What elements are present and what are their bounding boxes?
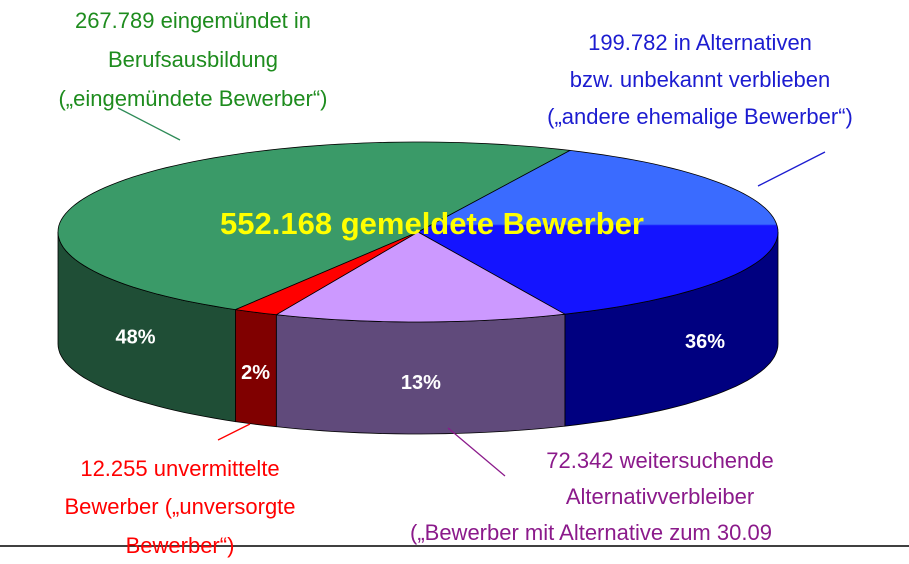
leader-line xyxy=(217,423,251,441)
value-label: 13% xyxy=(401,372,441,394)
callout-label: Bewerber“) xyxy=(126,533,235,558)
callout-label: 267.789 eingemündet in xyxy=(75,8,311,33)
slice-top xyxy=(417,149,779,315)
chart-title: 552.168 gemeldete Bewerber xyxy=(220,206,644,241)
slice-top xyxy=(234,231,419,316)
callout-label: bzw. unbekannt verblieben xyxy=(570,67,831,92)
callout-label: („andere ehemalige Bewerber“) xyxy=(547,104,853,129)
leader-line xyxy=(447,427,506,477)
pie xyxy=(57,141,779,435)
value-label: 48% xyxy=(116,327,156,349)
slice-top xyxy=(57,141,572,311)
callout-label: 12.255 unvermittelte xyxy=(80,456,279,481)
callout-label: 199.782 in Alternativen xyxy=(588,30,812,55)
slice-top xyxy=(275,231,567,323)
callout-label: („Bewerber mit Alternative zum 30.09 xyxy=(410,520,772,545)
callout-label: Alternativverbleiber xyxy=(566,484,754,509)
value-label: 2% xyxy=(241,362,270,384)
leader-line xyxy=(117,107,181,141)
callout-label: Berufsausbildung xyxy=(108,47,278,72)
callout-label: („eingemündete Bewerber“) xyxy=(58,86,327,111)
callout-label: 72.342 weitersuchende xyxy=(546,448,774,473)
value-label: 36% xyxy=(685,331,725,353)
callout-label: Bewerber („unversorgte xyxy=(64,494,295,519)
leader-line xyxy=(757,151,826,187)
